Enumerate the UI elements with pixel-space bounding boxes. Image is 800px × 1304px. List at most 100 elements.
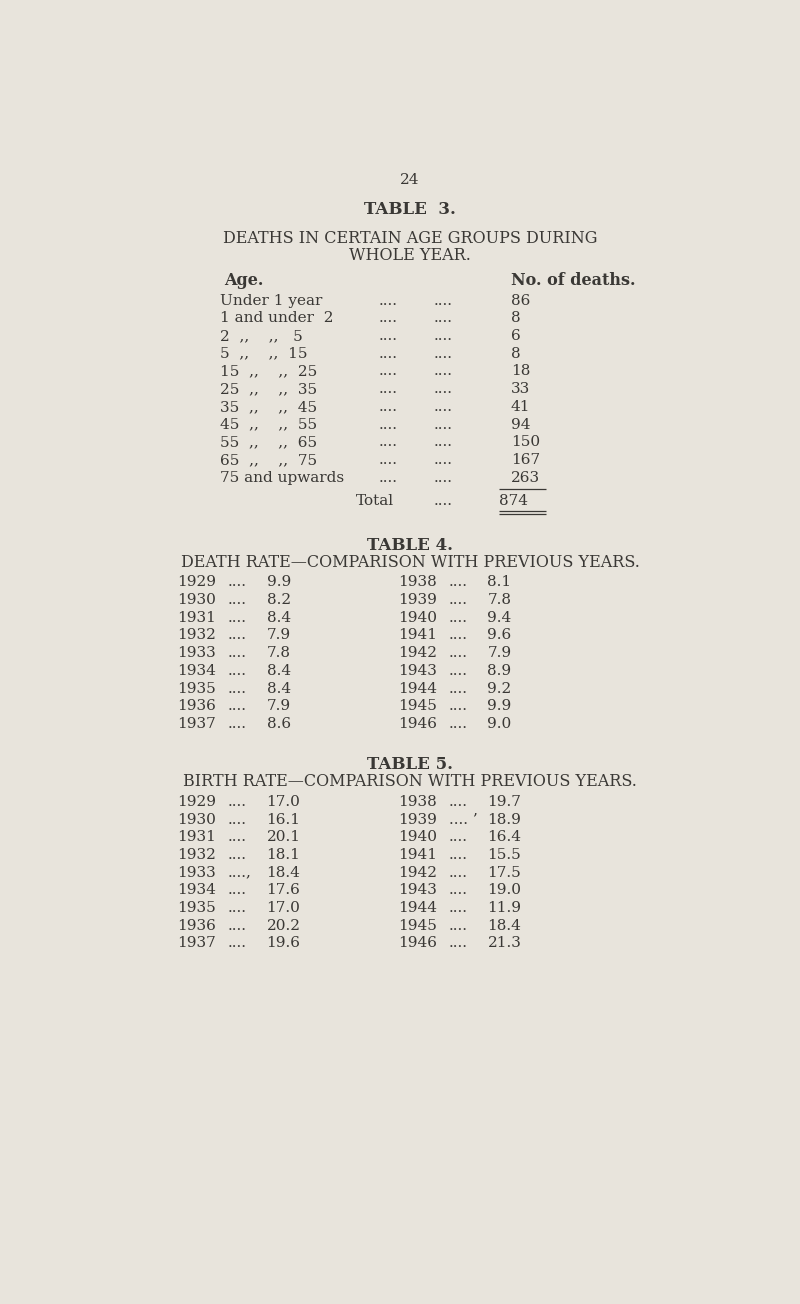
Text: ....: .... bbox=[379, 417, 398, 432]
Text: 2  ,,    ,,   5: 2 ,, ,, 5 bbox=[220, 329, 303, 343]
Text: 8.9: 8.9 bbox=[487, 664, 512, 678]
Text: 1942: 1942 bbox=[398, 647, 438, 660]
Text: Age.: Age. bbox=[224, 273, 263, 289]
Text: ....: .... bbox=[449, 610, 468, 625]
Text: ....: .... bbox=[434, 293, 452, 308]
Text: 1945: 1945 bbox=[398, 699, 438, 713]
Text: 1938: 1938 bbox=[398, 575, 437, 589]
Text: 18.4: 18.4 bbox=[487, 919, 522, 932]
Text: 1935: 1935 bbox=[178, 682, 216, 695]
Text: 20.2: 20.2 bbox=[266, 919, 301, 932]
Text: 8.1: 8.1 bbox=[487, 575, 512, 589]
Text: 7.9: 7.9 bbox=[487, 647, 512, 660]
Text: 1933: 1933 bbox=[178, 647, 216, 660]
Text: 16.1: 16.1 bbox=[266, 812, 301, 827]
Text: ....: .... bbox=[379, 364, 398, 378]
Text: ....: .... bbox=[449, 866, 468, 880]
Text: ....: .... bbox=[228, 610, 247, 625]
Text: ....: .... bbox=[449, 901, 468, 915]
Text: ....: .... bbox=[434, 364, 452, 378]
Text: 8: 8 bbox=[510, 312, 520, 325]
Text: ....: .... bbox=[379, 293, 398, 308]
Text: 1930: 1930 bbox=[178, 593, 216, 608]
Text: 5  ,,    ,,  15: 5 ,, ,, 15 bbox=[220, 347, 308, 361]
Text: 1934: 1934 bbox=[178, 883, 216, 897]
Text: 17.5: 17.5 bbox=[487, 866, 522, 880]
Text: ....: .... bbox=[228, 575, 247, 589]
Text: 1933: 1933 bbox=[178, 866, 216, 880]
Text: 167: 167 bbox=[510, 452, 540, 467]
Text: ....: .... bbox=[449, 795, 468, 808]
Text: 75 and upwards: 75 and upwards bbox=[220, 471, 344, 485]
Text: 263: 263 bbox=[510, 471, 540, 485]
Text: 1934: 1934 bbox=[178, 664, 216, 678]
Text: 15  ,,    ,,  25: 15 ,, ,, 25 bbox=[220, 364, 318, 378]
Text: ....: .... bbox=[434, 471, 452, 485]
Text: ....: .... bbox=[228, 717, 247, 732]
Text: 86: 86 bbox=[510, 293, 530, 308]
Text: ....: .... bbox=[379, 312, 398, 325]
Text: ....: .... bbox=[379, 329, 398, 343]
Text: ....: .... bbox=[434, 417, 452, 432]
Text: 65  ,,    ,,  75: 65 ,, ,, 75 bbox=[220, 452, 318, 467]
Text: 33: 33 bbox=[510, 382, 530, 396]
Text: 1929: 1929 bbox=[178, 795, 217, 808]
Text: ....: .... bbox=[449, 831, 468, 844]
Text: .... ’: .... ’ bbox=[449, 812, 478, 827]
Text: 150: 150 bbox=[510, 436, 540, 449]
Text: ....: .... bbox=[228, 795, 247, 808]
Text: 7.8: 7.8 bbox=[266, 647, 290, 660]
Text: ....: .... bbox=[449, 647, 468, 660]
Text: 17.0: 17.0 bbox=[266, 901, 301, 915]
Text: 8: 8 bbox=[510, 347, 520, 361]
Text: 15.5: 15.5 bbox=[487, 848, 522, 862]
Text: 25  ,,    ,,  35: 25 ,, ,, 35 bbox=[220, 382, 318, 396]
Text: 9.9: 9.9 bbox=[266, 575, 291, 589]
Text: ....: .... bbox=[449, 699, 468, 713]
Text: 1929: 1929 bbox=[178, 575, 217, 589]
Text: DEATH RATE—COMPARISON WITH PREVIOUS YEARS.: DEATH RATE—COMPARISON WITH PREVIOUS YEAR… bbox=[181, 554, 639, 571]
Text: 17.6: 17.6 bbox=[266, 883, 301, 897]
Text: 8.4: 8.4 bbox=[266, 682, 290, 695]
Text: 18.9: 18.9 bbox=[487, 812, 522, 827]
Text: 41: 41 bbox=[510, 400, 530, 413]
Text: 1936: 1936 bbox=[178, 699, 216, 713]
Text: 1939: 1939 bbox=[398, 812, 438, 827]
Text: 1939: 1939 bbox=[398, 593, 438, 608]
Text: 24: 24 bbox=[400, 173, 420, 188]
Text: 1932: 1932 bbox=[178, 629, 216, 643]
Text: 6: 6 bbox=[510, 329, 521, 343]
Text: ....: .... bbox=[228, 919, 247, 932]
Text: BIRTH RATE—COMPARISON WITH PREVIOUS YEARS.: BIRTH RATE—COMPARISON WITH PREVIOUS YEAR… bbox=[183, 773, 637, 790]
Text: Under 1 year: Under 1 year bbox=[220, 293, 322, 308]
Text: ....: .... bbox=[449, 936, 468, 951]
Text: ....: .... bbox=[379, 382, 398, 396]
Text: 1943: 1943 bbox=[398, 883, 438, 897]
Text: TABLE  3.: TABLE 3. bbox=[364, 201, 456, 218]
Text: 9.9: 9.9 bbox=[487, 699, 512, 713]
Text: ....: .... bbox=[434, 347, 452, 361]
Text: WHOLE YEAR.: WHOLE YEAR. bbox=[349, 248, 471, 265]
Text: ....: .... bbox=[228, 812, 247, 827]
Text: 7.9: 7.9 bbox=[266, 629, 290, 643]
Text: 1941: 1941 bbox=[398, 629, 438, 643]
Text: ....: .... bbox=[228, 682, 247, 695]
Text: 19.7: 19.7 bbox=[487, 795, 522, 808]
Text: 1931: 1931 bbox=[178, 831, 216, 844]
Text: 1942: 1942 bbox=[398, 866, 438, 880]
Text: ....: .... bbox=[379, 400, 398, 413]
Text: ....: .... bbox=[449, 575, 468, 589]
Text: 1936: 1936 bbox=[178, 919, 216, 932]
Text: ....: .... bbox=[379, 471, 398, 485]
Text: 45  ,,    ,,  55: 45 ,, ,, 55 bbox=[220, 417, 318, 432]
Text: ....: .... bbox=[434, 436, 452, 449]
Text: ....: .... bbox=[449, 682, 468, 695]
Text: 16.4: 16.4 bbox=[487, 831, 522, 844]
Text: 1944: 1944 bbox=[398, 901, 438, 915]
Text: 1938: 1938 bbox=[398, 795, 437, 808]
Text: 1930: 1930 bbox=[178, 812, 216, 827]
Text: TABLE 5.: TABLE 5. bbox=[367, 756, 453, 773]
Text: ....: .... bbox=[228, 848, 247, 862]
Text: ....,: ...., bbox=[228, 866, 252, 880]
Text: ....: .... bbox=[434, 400, 452, 413]
